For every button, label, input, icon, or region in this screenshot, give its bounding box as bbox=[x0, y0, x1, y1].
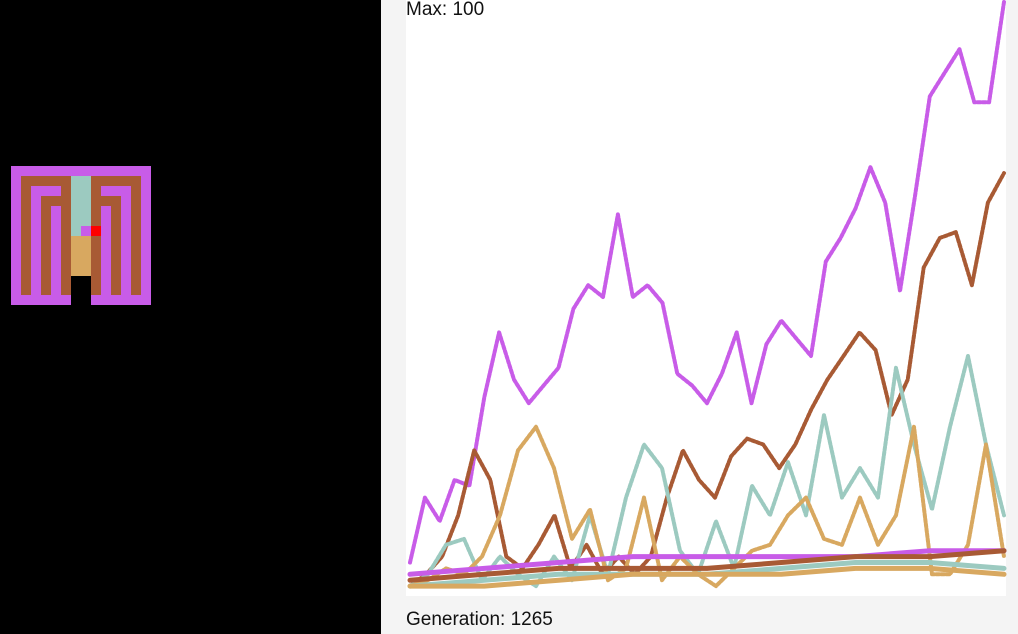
goal bbox=[91, 226, 101, 236]
maze bbox=[11, 166, 151, 305]
max-label: Max: 100 bbox=[406, 0, 484, 20]
maze-path bbox=[71, 236, 91, 276]
generation-label: Generation: 1265 bbox=[406, 609, 553, 630]
series-line bbox=[408, 0, 1006, 565]
series-line bbox=[408, 171, 1006, 589]
series-line bbox=[408, 424, 1006, 589]
maze-exit bbox=[71, 276, 91, 305]
world-panel bbox=[0, 0, 381, 634]
series-line bbox=[407, 548, 1007, 583]
series-group bbox=[407, 0, 1007, 589]
series-line bbox=[407, 548, 1007, 577]
agent bbox=[81, 226, 91, 236]
series-line bbox=[407, 565, 1007, 589]
